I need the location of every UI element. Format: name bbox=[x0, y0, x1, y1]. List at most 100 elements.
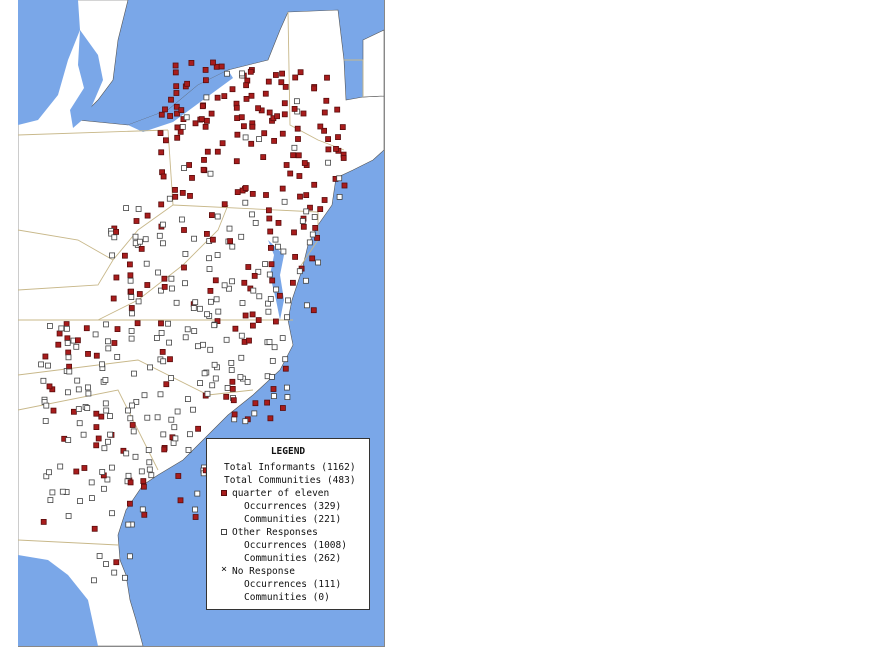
marker-open-square bbox=[49, 489, 56, 496]
marker-filled-square bbox=[240, 123, 247, 130]
marker-filled-square bbox=[278, 79, 285, 86]
marker-open-square bbox=[201, 370, 208, 377]
marker-open-square bbox=[74, 377, 81, 384]
marker-filled-square bbox=[158, 320, 164, 327]
marker-filled-square bbox=[263, 192, 269, 198]
marker-filled-square bbox=[134, 320, 141, 327]
marker-open-square bbox=[40, 377, 47, 384]
marker-filled-square bbox=[202, 123, 209, 130]
marker-filled-square bbox=[339, 124, 346, 130]
legend-category-1: quarter of eleven bbox=[221, 487, 369, 500]
marker-open-square bbox=[250, 287, 257, 294]
marker-open-square bbox=[111, 234, 118, 241]
marker-open-square bbox=[279, 335, 286, 342]
marker-filled-square bbox=[281, 100, 288, 107]
marker-open-square bbox=[273, 286, 280, 293]
marker-open-square bbox=[99, 469, 106, 475]
marker-open-square bbox=[138, 468, 145, 475]
marker-open-square bbox=[101, 445, 108, 452]
marker-filled-square bbox=[122, 252, 128, 259]
marker-open-square bbox=[109, 252, 115, 259]
marker-open-square bbox=[274, 243, 281, 250]
marker-filled-square bbox=[73, 468, 80, 475]
marker-filled-square bbox=[174, 134, 181, 141]
marker-filled-square bbox=[210, 59, 216, 66]
marker-filled-square bbox=[209, 236, 216, 243]
marker-filled-square bbox=[172, 193, 179, 200]
marker-filled-square bbox=[231, 411, 238, 418]
marker-open-square bbox=[147, 364, 154, 371]
x-icon: × bbox=[221, 564, 228, 575]
marker-filled-square bbox=[127, 261, 133, 268]
marker-open-square bbox=[268, 373, 275, 380]
marker-open-square bbox=[182, 334, 189, 341]
marker-open-square bbox=[107, 431, 113, 438]
marker-open-square bbox=[65, 389, 71, 396]
marker-open-square bbox=[132, 453, 139, 460]
marker-open-square bbox=[168, 275, 175, 282]
marker-open-square bbox=[214, 252, 221, 259]
marker-filled-square bbox=[157, 130, 164, 137]
marker-filled-square bbox=[249, 123, 256, 130]
marker-filled-square bbox=[265, 207, 272, 214]
marker-open-square bbox=[160, 358, 167, 365]
marker-open-square bbox=[102, 400, 109, 407]
marker-open-square bbox=[135, 298, 142, 305]
marker-filled-square bbox=[287, 170, 294, 177]
map-canvas bbox=[18, 0, 384, 646]
marker-filled-square bbox=[208, 212, 215, 219]
marker-filled-square bbox=[141, 483, 147, 490]
legend-total-communities: Total Communities (483) bbox=[224, 475, 356, 486]
marker-filled-square bbox=[301, 160, 308, 166]
marker-open-square bbox=[207, 170, 214, 177]
marker-open-square bbox=[57, 463, 64, 470]
marker-filled-square bbox=[85, 350, 91, 357]
marker-open-square bbox=[336, 193, 343, 200]
marker-filled-square bbox=[199, 103, 206, 110]
marker-open-square bbox=[182, 280, 188, 287]
legend-category-2-occurrences: Occurrences (1008) bbox=[244, 540, 347, 551]
marker-open-square bbox=[159, 240, 166, 247]
marker-filled-square bbox=[268, 261, 275, 268]
marker-open-square bbox=[251, 410, 258, 417]
marker-filled-square bbox=[168, 96, 174, 103]
marker-open-square bbox=[203, 94, 210, 101]
marker-open-square bbox=[139, 506, 146, 513]
marker-open-square bbox=[194, 490, 201, 497]
marker-open-square bbox=[58, 325, 65, 332]
marker-open-square bbox=[282, 356, 289, 363]
new-england bbox=[362, 29, 384, 98]
marker-filled-square bbox=[129, 422, 136, 428]
marker-filled-square bbox=[282, 84, 289, 90]
marker-open-square bbox=[211, 361, 218, 368]
marker-open-square bbox=[228, 367, 235, 373]
marker-filled-square bbox=[201, 156, 207, 163]
marker-open-square bbox=[224, 384, 231, 391]
marker-filled-square bbox=[212, 277, 219, 284]
marker-open-square bbox=[196, 305, 203, 312]
marker-open-square bbox=[242, 134, 249, 141]
marker-open-square bbox=[102, 377, 109, 383]
marker-filled-square bbox=[208, 110, 215, 117]
marker-open-square bbox=[137, 238, 143, 245]
marker-open-square bbox=[130, 428, 137, 435]
marker-open-square bbox=[142, 236, 149, 243]
marker-open-square bbox=[105, 345, 112, 352]
marker-open-square bbox=[225, 285, 232, 292]
marker-open-square bbox=[125, 472, 132, 479]
marker-filled-square bbox=[297, 69, 304, 76]
marker-filled-square bbox=[55, 341, 62, 348]
marker-filled-square bbox=[246, 337, 252, 344]
marker-filled-square bbox=[267, 415, 274, 422]
marker-open-square bbox=[43, 402, 50, 409]
marker-open-square bbox=[75, 386, 82, 393]
marker-open-square bbox=[105, 338, 111, 345]
marker-open-square bbox=[207, 346, 214, 353]
lake-michigan bbox=[18, 0, 80, 125]
lake-ontario-erie bbox=[128, 70, 233, 132]
marker-open-square bbox=[105, 438, 111, 445]
marker-filled-square bbox=[173, 103, 180, 110]
marker-open-square bbox=[184, 396, 191, 403]
marker-open-square bbox=[101, 485, 107, 492]
marker-filled-square bbox=[279, 130, 286, 137]
